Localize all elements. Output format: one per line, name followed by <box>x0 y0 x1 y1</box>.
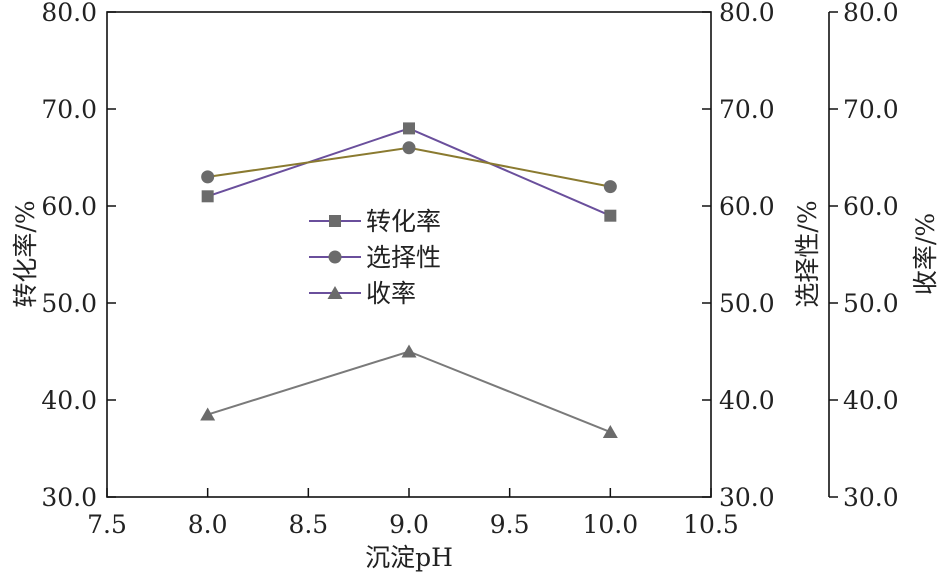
x-tick-label: 10.5 <box>683 510 739 539</box>
left-y-tick-label: 30.0 <box>41 483 97 512</box>
right-y-axis-1-title: 选择性/% <box>793 200 822 307</box>
right-y-2-tick-label: 50.0 <box>843 289 899 318</box>
x-tick-label: 8.5 <box>288 510 328 539</box>
right-y-1-tick-label: 70.0 <box>719 95 775 124</box>
left-y-tick-label: 40.0 <box>41 386 97 415</box>
data-point <box>604 209 617 222</box>
left-y-tick-label: 80.0 <box>41 0 97 27</box>
series-layer <box>200 122 618 439</box>
right-y-2-tick-label: 40.0 <box>843 386 899 415</box>
series-3 <box>200 344 618 439</box>
data-point <box>603 180 617 194</box>
data-point <box>602 425 618 439</box>
data-point <box>402 141 416 155</box>
legend-item: 转化率 <box>309 207 441 236</box>
right-y-2-tick-label: 80.0 <box>843 0 899 27</box>
legend-item: 收率 <box>309 279 416 308</box>
right-y-2-tick-label: 30.0 <box>843 483 899 512</box>
series-1 <box>201 122 617 222</box>
legend-item: 选择性 <box>309 243 441 272</box>
left-y-tick-label: 70.0 <box>41 95 97 124</box>
right-y-1-tick-label: 80.0 <box>719 0 775 27</box>
right-y-1-tick-label: 50.0 <box>719 289 775 318</box>
data-point <box>403 122 415 135</box>
axis-ticks: 7.5 8.0 8.5 9.0 9.5 10.0 10.530.0 30.0 30.040.0 4… <box>41 0 898 539</box>
x-tick-label: 9.5 <box>490 510 530 539</box>
right-y-axis-2-title: 收率/% <box>911 213 940 295</box>
legend-label: 转化率 <box>366 207 441 236</box>
x-axis-title: 沉淀pH <box>365 543 453 572</box>
legend-marker <box>327 286 343 299</box>
left-y-tick-label: 50.0 <box>41 289 97 318</box>
right-y-2-tick-label: 70.0 <box>843 95 899 124</box>
x-tick-label: 10.0 <box>582 510 638 539</box>
right-y-1-tick-label: 60.0 <box>719 192 775 221</box>
data-point <box>200 407 216 421</box>
x-tick-label: 7.5 <box>87 510 127 539</box>
legend-label: 收率 <box>366 279 416 308</box>
legend-label: 选择性 <box>366 243 441 272</box>
series-2 <box>201 141 617 194</box>
right-y-1-tick-label: 40.0 <box>719 386 775 415</box>
x-tick-label: 9.0 <box>389 510 429 539</box>
right-y-2-tick-label: 60.0 <box>843 192 899 221</box>
left-y-tick-label: 60.0 <box>41 192 97 221</box>
series-line <box>207 350 611 433</box>
legend-marker <box>328 250 342 264</box>
data-point <box>201 190 214 203</box>
x-tick-label: 8.0 <box>188 510 228 539</box>
left-y-axis-title: 转化率/% <box>11 200 40 307</box>
right-y-1-tick-label: 30.0 <box>719 483 775 512</box>
data-point <box>201 170 215 184</box>
data-point <box>401 344 417 358</box>
legend-marker <box>329 215 341 227</box>
